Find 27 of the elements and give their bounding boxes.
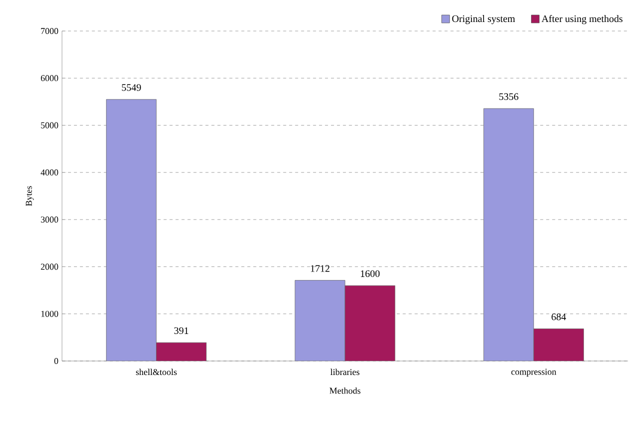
y-axis-title: Bytes [26,186,34,206]
data-label: 1712 [310,265,330,272]
x-tick-label: libraries [330,368,360,376]
data-label: 1600 [360,270,380,278]
y-tick-label: 1000 [41,310,58,317]
bar [106,99,157,361]
data-label: 391 [174,327,188,334]
legend-label: After using methods [542,15,622,24]
y-tick-label: 6000 [40,75,58,82]
y-tick-label: 7000 [41,28,58,34]
data-label: 5356 [499,93,518,100]
legend-label: Original system [452,15,515,24]
data-label: 684 [552,314,566,320]
x-tick-label: shell&tools [136,368,177,376]
y-tick-label: 4000 [40,169,58,176]
y-tick-label: 3000 [40,216,58,223]
y-tick-label: 5000 [41,122,58,128]
data-label: 5549 [122,84,141,91]
bar [294,280,346,361]
bar [156,342,207,361]
bar [344,285,396,361]
bar [483,108,534,361]
x-axis-title: Methods [330,387,360,394]
y-tick-label: 0 [54,358,58,364]
bar [533,328,584,361]
x-tick-label: compression [511,368,556,377]
y-tick-label: 2000 [40,264,58,270]
